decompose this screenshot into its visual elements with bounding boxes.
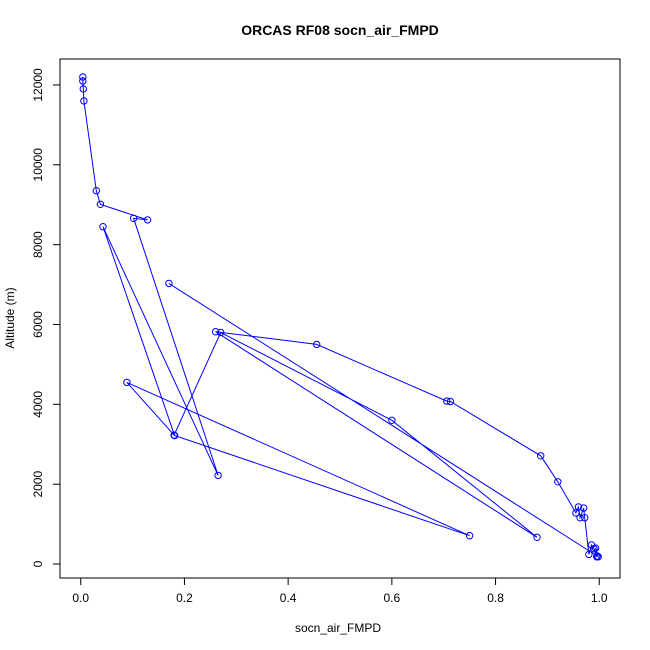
data-point <box>593 552 601 560</box>
x-tick-label: 0.0 <box>72 591 89 605</box>
series-layer <box>79 73 602 561</box>
y-tick-label: 12000 <box>31 68 45 102</box>
y-axis-label: Altitude (m) <box>3 287 17 348</box>
y-tick-label: 10000 <box>31 148 45 182</box>
data-point <box>554 478 562 486</box>
data-point <box>143 216 152 224</box>
data-point <box>576 514 584 522</box>
x-tick-label: 0.2 <box>176 591 193 605</box>
data-point <box>594 553 602 561</box>
y-axis: 0 2000 4000 6000 8000 10000 12000 <box>31 68 61 567</box>
data-point <box>79 85 88 93</box>
y-tick-label: 2000 <box>31 471 45 498</box>
x-tick-label: 0.8 <box>487 591 504 605</box>
data-point <box>443 397 451 405</box>
data-point <box>123 378 131 387</box>
data-point <box>533 533 541 541</box>
plot-frame <box>59 58 621 579</box>
data-point <box>165 279 173 288</box>
data-point <box>591 544 600 552</box>
data-point <box>446 397 455 406</box>
data-point <box>170 431 178 439</box>
data-point <box>581 514 589 522</box>
data-point <box>313 340 321 349</box>
data-point <box>580 504 588 512</box>
data-point <box>388 416 396 424</box>
y-tick-label: 8000 <box>31 231 45 258</box>
data-point <box>79 73 87 81</box>
data-point <box>572 509 580 517</box>
data-point <box>80 97 88 105</box>
x-tick-label: 0.6 <box>384 591 401 605</box>
data-point <box>211 328 220 336</box>
data-point <box>574 503 583 511</box>
data-point <box>585 550 593 559</box>
chart-title: ORCAS RF08 socn_air_FMPD <box>241 22 439 38</box>
x-axis-label: socn_air_FMPD <box>295 621 381 635</box>
y-tick-label: 4000 <box>31 391 45 418</box>
data-point <box>129 214 138 223</box>
data-point <box>214 471 222 480</box>
series-line <box>82 77 600 559</box>
data-point <box>465 532 474 540</box>
data-point <box>92 187 101 195</box>
data-point <box>537 452 545 460</box>
x-tick-label: 0.4 <box>280 591 297 605</box>
data-point <box>99 223 107 231</box>
x-axis: 0.0 0.2 0.4 0.6 0.8 1.0 <box>72 577 608 605</box>
y-tick-label: 0 <box>31 560 45 567</box>
data-point <box>79 77 87 85</box>
data-point <box>96 200 105 209</box>
data-point <box>217 328 225 337</box>
y-tick-label: 6000 <box>31 311 45 338</box>
x-tick-label: 1.0 <box>591 591 608 605</box>
